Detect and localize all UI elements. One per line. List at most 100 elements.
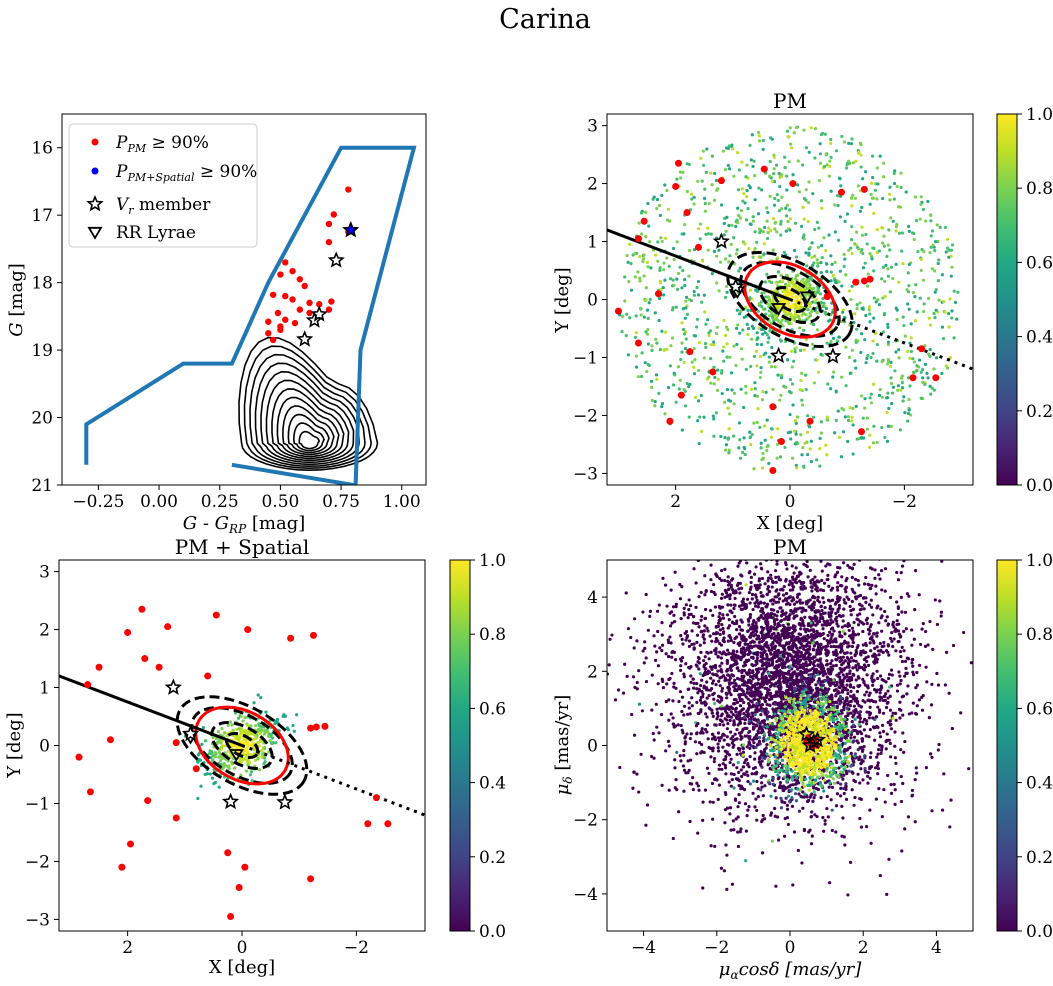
pm-sky-field-point (726, 328, 730, 332)
pm-field-point (749, 580, 753, 585)
pm-field-point (866, 774, 870, 778)
pm-sky-field-point (655, 197, 660, 202)
pm-sky-field-point (894, 350, 898, 354)
pm-field-point (686, 712, 690, 716)
pm-field-point (742, 712, 746, 716)
pm-field-point (805, 560, 809, 564)
pm-field-point (780, 799, 784, 803)
pm-spatial-member-point (312, 723, 320, 731)
pm-field-point (903, 659, 908, 663)
pm-field-point (859, 607, 863, 611)
pm-field-point (667, 744, 671, 748)
pm-sky-field-point (906, 271, 910, 275)
pm-spatial-core-point (266, 734, 271, 738)
pm-field-point (849, 711, 853, 715)
pm-field-point (828, 881, 832, 885)
pm-sky-field-point (791, 403, 795, 407)
pm-sky-field-point (761, 230, 765, 234)
pm-sky-field-point (837, 335, 841, 339)
pm-sky-field-point (808, 311, 812, 315)
pm-spatial-member-point (307, 875, 315, 883)
pm-sky-field-point (932, 269, 937, 273)
pm-spatial-member-point (172, 739, 180, 747)
pm-sky-field-point (859, 250, 863, 254)
pm-sky-field-point (900, 380, 904, 385)
pm-spatial-core-point (275, 718, 279, 722)
pm-sky-field-point (907, 307, 911, 311)
pm-sky-field-point (715, 325, 719, 329)
pm-field-point (748, 746, 752, 750)
pm-sky-field-point (800, 403, 805, 407)
pm-field-point (711, 632, 716, 636)
pm-field-point (717, 739, 722, 743)
pm-field-point (910, 658, 914, 662)
pm-field-point (904, 666, 908, 670)
pm-field-point (829, 661, 833, 666)
pm-field-point (811, 602, 815, 606)
pm-sky-field-point (859, 165, 863, 169)
pm-field-point (724, 792, 728, 797)
pm-sky-core-point (789, 280, 793, 284)
pm-field-point (870, 583, 874, 587)
pm-sky-vr-member-star (726, 277, 745, 295)
pm-sky-y-tick-label: 2 (587, 175, 598, 195)
pm-field-point (819, 667, 823, 671)
pm-field-point (803, 615, 807, 619)
pm-sky-y-tick-label: 3 (587, 117, 598, 137)
pm-sky-field-point (752, 159, 756, 163)
pm-spatial-core-point (259, 696, 263, 700)
pm-field-point (842, 708, 846, 712)
pm-sky-field-point (642, 253, 646, 257)
pm-sky-field-point (732, 391, 737, 395)
pm-field-point (718, 632, 722, 637)
pm-sky-field-point (868, 445, 872, 450)
pm-sky-field-point (789, 349, 794, 353)
pm-sky-field-point (854, 366, 858, 370)
pm-sky-field-point (789, 142, 793, 146)
pm-sky-field-point (815, 220, 819, 224)
pm-field-point (832, 652, 836, 657)
pm-sky-field-point (767, 226, 771, 230)
pm-field-point (739, 734, 743, 738)
pm-sky-core-point (773, 313, 777, 317)
pm-sky-field-point (842, 140, 847, 144)
pm-field-point (910, 661, 914, 665)
pm-sky-field-point (801, 445, 805, 450)
pm-sky-field-point (825, 341, 829, 345)
pm-sky-field-point (755, 240, 759, 244)
pm-sky-field-point (671, 246, 676, 251)
pm-sky-field-point (833, 260, 837, 264)
pm-sky-field-point (775, 442, 780, 446)
pm-sky-field-point (867, 305, 872, 309)
pm-field-point (892, 782, 896, 787)
density-contour (265, 379, 350, 462)
pm-sky-core-point (781, 324, 785, 328)
pm-sky-x-tick-label: −2 (892, 492, 917, 512)
pm-sky-field-point (790, 382, 795, 386)
pm-field-point (718, 684, 722, 688)
pm-field-point (773, 622, 777, 626)
pm-field-point (898, 674, 902, 678)
pm-sky-field-point (903, 410, 907, 415)
pm-sky-field-point (829, 254, 833, 258)
pm-sky-field-point (648, 240, 652, 244)
pm-sky-field-point (859, 143, 863, 147)
pm-field-point (771, 509, 774, 512)
pm-field-point (930, 809, 934, 813)
pm-spatial-core-point (254, 736, 259, 740)
pm-field-point (868, 546, 871, 549)
pm-field-point (782, 691, 786, 695)
pm-sky-field-point (713, 171, 717, 176)
pm-field-point (674, 605, 678, 609)
pm-field-point (775, 588, 779, 592)
pm-sky-field-point (774, 163, 779, 167)
pm-sky-field-point (881, 175, 886, 179)
pm-field-point (673, 758, 677, 762)
pm-sky-field-point (868, 202, 872, 206)
pm-field-point (836, 624, 840, 628)
pm-field-point (756, 677, 761, 681)
pm-sky-ellipse (758, 275, 822, 324)
pm-field-point (827, 722, 831, 726)
pm-sky-field-point (620, 329, 624, 334)
